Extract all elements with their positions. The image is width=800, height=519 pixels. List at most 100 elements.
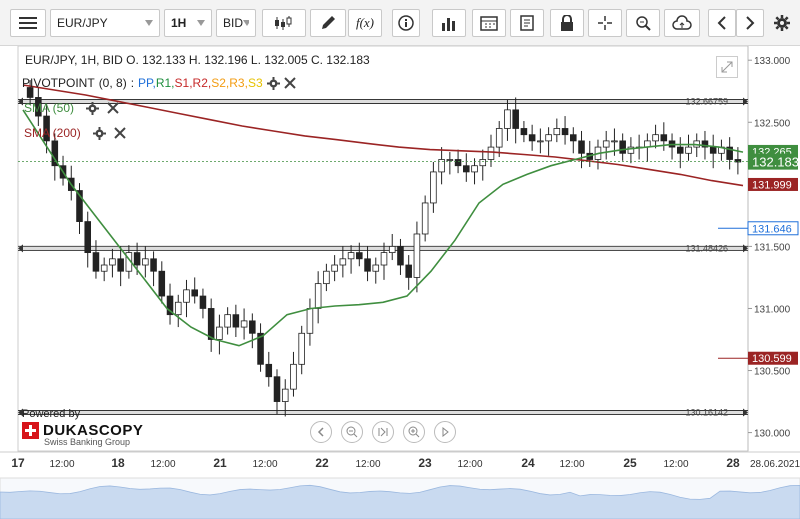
candle-body: [388, 245, 396, 254]
x-tick-label: 12:00: [150, 459, 175, 470]
reset-button[interactable]: [372, 421, 394, 443]
volume-button[interactable]: [432, 9, 466, 37]
pivot-name: PIVOTPOINT: [22, 76, 95, 90]
candle-body: [487, 146, 495, 160]
candle-body: [520, 128, 528, 136]
gear-icon[interactable]: [92, 126, 106, 140]
x-tick-label: 12:00: [559, 459, 584, 470]
candle-body: [35, 97, 42, 117]
reset-icon: [378, 427, 388, 437]
candle-body: [356, 252, 363, 260]
price-chart[interactable]: 132.66759 131.48426 130.16142 133.000 132.5…: [0, 46, 800, 519]
crosshair-button[interactable]: [588, 9, 622, 37]
news-button[interactable]: [510, 9, 544, 37]
x-tick-label: 12:00: [49, 459, 74, 470]
x-tick-label: 12:00: [355, 459, 380, 470]
lock-icon: [561, 15, 573, 31]
menu-button[interactable]: [10, 9, 46, 37]
x-tick-label: 28: [726, 456, 740, 470]
candle-body: [364, 258, 371, 272]
play-icon: [442, 427, 449, 437]
candle-body: [347, 252, 355, 260]
scroll-right-button[interactable]: [736, 9, 764, 37]
chevron-down-icon: [243, 20, 249, 26]
pivot-legend-r3: R3,: [229, 76, 248, 90]
x-tick-label: 28.06.2021: [750, 459, 800, 470]
candle-body: [142, 258, 149, 266]
indicators-button[interactable]: f(x): [348, 9, 382, 37]
zoom-in-button[interactable]: [403, 421, 425, 443]
pivot-legend-s1: S1,: [174, 76, 193, 90]
candle-body: [273, 376, 281, 402]
settings-button[interactable]: [768, 9, 796, 37]
crosshair-icon: [598, 16, 612, 30]
draw-button[interactable]: [310, 9, 346, 37]
candle-body: [183, 289, 190, 303]
close-icon[interactable]: [113, 127, 126, 139]
y-tick-label: 133.000: [754, 56, 791, 67]
candle-body: [446, 159, 454, 161]
pan-left-button[interactable]: [310, 421, 332, 443]
close-icon[interactable]: [107, 102, 119, 114]
calendar-icon: [480, 16, 498, 31]
candle-body: [133, 252, 141, 266]
brand-name: DUKASCOPY: [43, 422, 144, 439]
upload-button[interactable]: [664, 9, 700, 37]
side-select[interactable]: BID: [216, 9, 256, 37]
gear-icon[interactable]: [86, 101, 100, 115]
pan-right-button[interactable]: [434, 421, 456, 443]
ohlc-readout: EUR/JPY, 1H, BID O. 132.133 H. 132.196 L…: [25, 53, 370, 67]
candle-body: [314, 283, 322, 309]
candle-body: [232, 314, 240, 328]
candle-body: [92, 252, 100, 272]
candle-body: [495, 128, 503, 148]
pivot-arrow-right: [743, 97, 748, 106]
gear-icon[interactable]: [266, 76, 280, 90]
candle-body: [290, 363, 297, 390]
candle-body: [405, 264, 412, 278]
symbol-select[interactable]: EUR/JPY: [50, 9, 160, 37]
candle-body: [660, 134, 668, 142]
candle-body: [734, 159, 742, 163]
pivot-arrow-left: [18, 244, 23, 253]
y-tick-label: 131.500: [754, 242, 791, 253]
candle-body: [76, 190, 83, 222]
calendar-button[interactable]: [472, 9, 506, 37]
candle-body: [504, 109, 511, 129]
candle-body: [709, 146, 717, 154]
overview-area: [0, 484, 800, 519]
pivot-levels: 132.66759 131.48426 130.16142: [18, 96, 748, 418]
y-tick-label: 130.000: [754, 429, 791, 440]
zoom-out-button[interactable]: [341, 421, 363, 443]
chevron-left-icon: [717, 16, 726, 30]
candle-body: [438, 159, 445, 173]
pivot-band: [18, 246, 748, 250]
candle-body: [199, 295, 207, 309]
candle-body: [471, 165, 478, 173]
candle-body: [191, 289, 198, 297]
price-label-text: 132.183: [752, 155, 799, 170]
x-tick-label: 12:00: [252, 459, 277, 470]
function-icon: f(x): [355, 15, 375, 30]
lock-button[interactable]: [550, 9, 584, 37]
chevron-left-icon: [317, 427, 324, 437]
timeframe-select[interactable]: 1H: [164, 9, 212, 37]
candle-body: [240, 320, 248, 328]
pivot-legend-items: PP, R1, S1, R2, S2, R3, S3: [138, 76, 263, 90]
candle-body: [701, 140, 709, 148]
sma50-legend: SMA (50): [24, 101, 119, 115]
expand-button[interactable]: [716, 56, 738, 78]
candle-body: [224, 314, 231, 328]
zoom-button[interactable]: [626, 9, 660, 37]
y-tick-label: 130.500: [754, 367, 791, 378]
pivot-band: [18, 99, 748, 103]
info-button[interactable]: [392, 9, 420, 37]
candle-body: [26, 87, 34, 98]
price-label-text: 131.646: [752, 223, 792, 235]
chart-type-button[interactable]: [262, 9, 306, 37]
chevron-right-icon: [746, 16, 755, 30]
close-icon[interactable]: [283, 77, 296, 89]
cloud-upload-icon: [672, 15, 692, 30]
candle-body: [463, 165, 470, 173]
scroll-left-button[interactable]: [708, 9, 736, 37]
